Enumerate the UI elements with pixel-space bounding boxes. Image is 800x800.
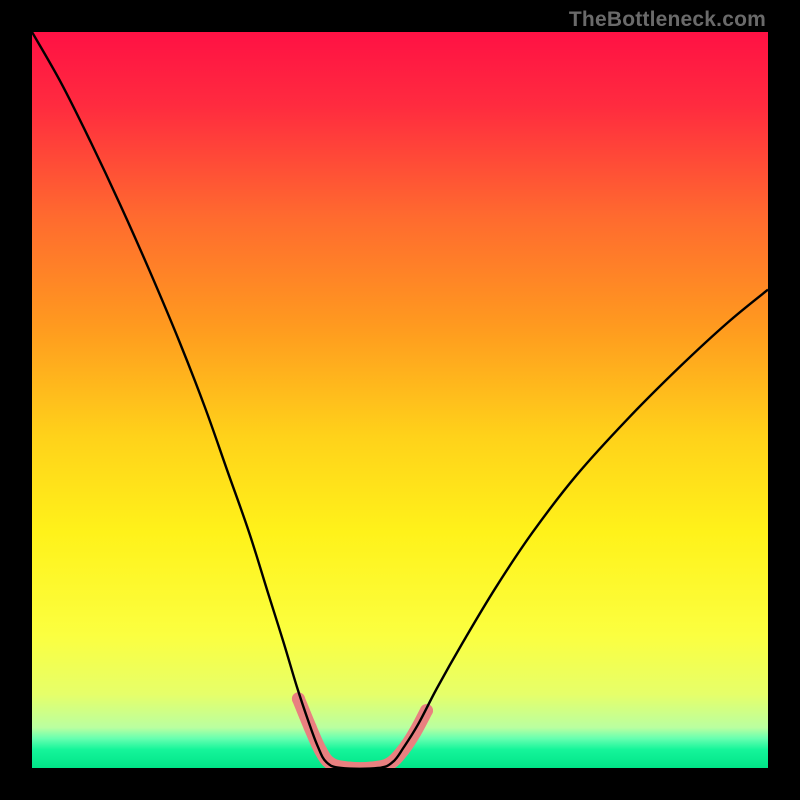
plot-area bbox=[32, 32, 768, 768]
chart-svg bbox=[32, 32, 768, 768]
gradient-background bbox=[32, 32, 768, 768]
watermark-text: TheBottleneck.com bbox=[569, 8, 766, 32]
